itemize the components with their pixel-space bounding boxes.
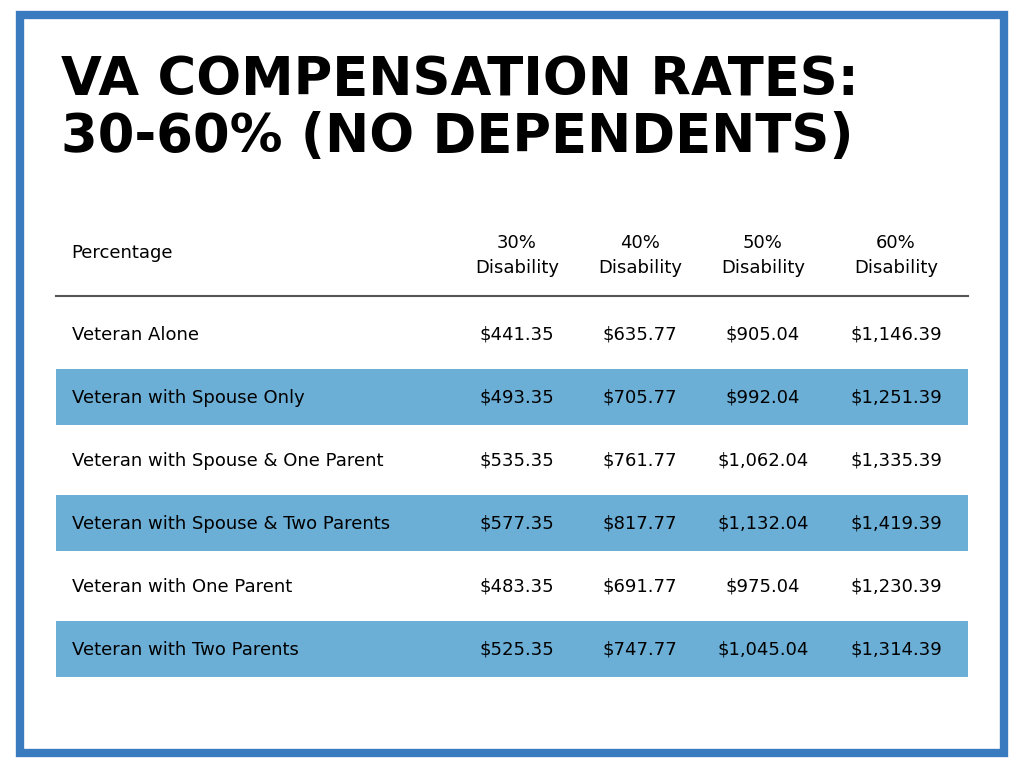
Text: $1,230.39: $1,230.39 — [850, 578, 942, 596]
Text: Veteran with Spouse & One Parent: Veteran with Spouse & One Parent — [72, 452, 383, 470]
Text: $1,314.39: $1,314.39 — [850, 641, 942, 659]
Text: $525.35: $525.35 — [480, 641, 554, 659]
Text: $1,419.39: $1,419.39 — [850, 515, 942, 533]
Text: Disability: Disability — [598, 259, 682, 276]
Text: 60%: 60% — [877, 234, 915, 252]
Text: $691.77: $691.77 — [603, 578, 677, 596]
Text: $761.77: $761.77 — [603, 452, 677, 470]
Text: $992.04: $992.04 — [726, 389, 800, 407]
Text: $817.77: $817.77 — [603, 515, 677, 533]
Text: Disability: Disability — [854, 259, 938, 276]
Text: $1,132.04: $1,132.04 — [717, 515, 809, 533]
Text: $483.35: $483.35 — [480, 578, 554, 596]
Text: 30%: 30% — [498, 234, 537, 252]
Text: Veteran with Spouse & Two Parents: Veteran with Spouse & Two Parents — [72, 515, 390, 533]
Text: Disability: Disability — [475, 259, 559, 276]
Text: 30-60% (NO DEPENDENTS): 30-60% (NO DEPENDENTS) — [61, 111, 854, 164]
Text: $1,335.39: $1,335.39 — [850, 452, 942, 470]
Text: $635.77: $635.77 — [603, 326, 677, 344]
Text: 40%: 40% — [621, 234, 659, 252]
Text: $705.77: $705.77 — [603, 389, 677, 407]
Text: 50%: 50% — [743, 234, 782, 252]
Text: Disability: Disability — [721, 259, 805, 276]
Text: Percentage: Percentage — [72, 244, 173, 263]
Text: Veteran with One Parent: Veteran with One Parent — [72, 578, 292, 596]
Text: $1,251.39: $1,251.39 — [850, 389, 942, 407]
Text: Veteran with Two Parents: Veteran with Two Parents — [72, 641, 299, 659]
Text: VA COMPENSATION RATES:: VA COMPENSATION RATES: — [61, 54, 859, 106]
Text: $577.35: $577.35 — [480, 515, 554, 533]
Text: $441.35: $441.35 — [480, 326, 554, 344]
Text: Veteran Alone: Veteran Alone — [72, 326, 199, 344]
Text: $1,045.04: $1,045.04 — [717, 641, 809, 659]
Text: $1,146.39: $1,146.39 — [850, 326, 942, 344]
Text: $747.77: $747.77 — [603, 641, 677, 659]
Text: $1,062.04: $1,062.04 — [717, 452, 809, 470]
Text: $975.04: $975.04 — [726, 578, 800, 596]
Text: $535.35: $535.35 — [480, 452, 554, 470]
Text: Veteran with Spouse Only: Veteran with Spouse Only — [72, 389, 304, 407]
Text: $493.35: $493.35 — [480, 389, 554, 407]
Text: $905.04: $905.04 — [726, 326, 800, 344]
